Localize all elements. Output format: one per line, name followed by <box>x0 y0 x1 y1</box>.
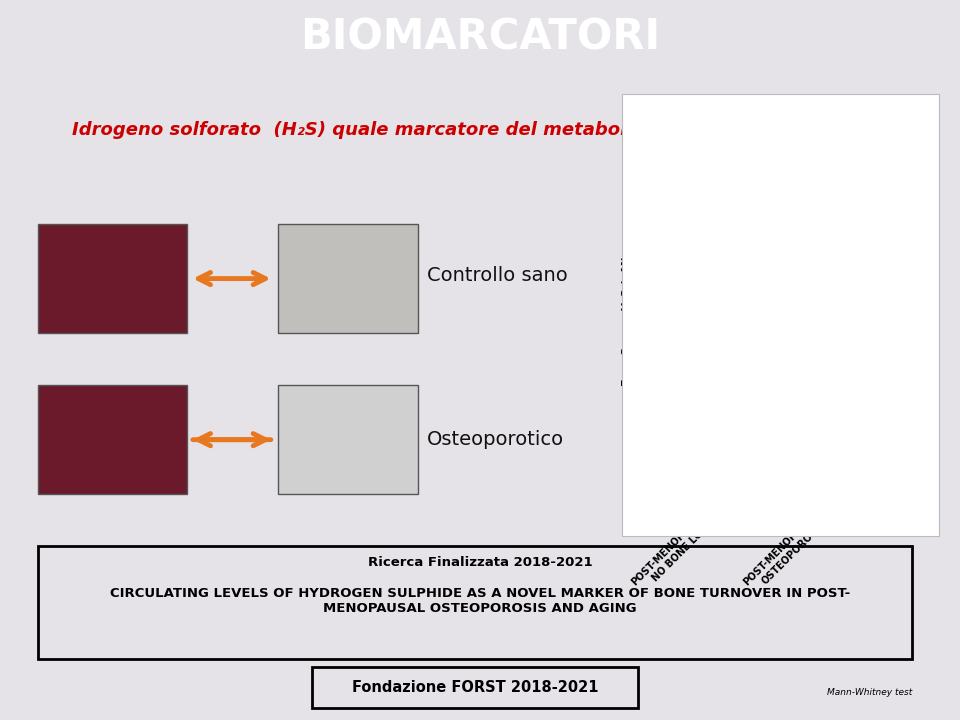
Bar <box>38 546 912 659</box>
Text: CIRCULATING LEVELS OF HYDROGEN SULPHIDE AS A NOVEL MARKER OF BONE TURNOVER IN PO: CIRCULATING LEVELS OF HYDROGEN SULPHIDE … <box>109 587 851 615</box>
Y-axis label: Free Serum H₂S (μM): Free Serum H₂S (μM) <box>622 255 632 386</box>
Bar <box>794 360 861 500</box>
Text: Mann-Whitney test: Mann-Whitney test <box>827 688 912 696</box>
Text: Ricerca Finalizzata 2018-2021: Ricerca Finalizzata 2018-2021 <box>368 556 592 569</box>
Text: BIOMARCATORI: BIOMARCATORI <box>300 17 660 59</box>
Text: Fondazione FORST 2018-2021: Fondazione FORST 2018-2021 <box>352 680 598 695</box>
Title: Free H₂S in Blood: Free H₂S in Blood <box>708 114 856 130</box>
Text: Idrogeno solforato  (H₂S) quale marcatore del metabolismo osseo: Idrogeno solforato (H₂S) quale marcatore… <box>72 122 739 140</box>
Bar <box>312 667 638 708</box>
Bar <box>38 385 187 495</box>
Bar <box>278 385 418 495</box>
Bar <box>38 224 187 333</box>
Bar <box>681 252 749 500</box>
Text: Controllo sano: Controllo sano <box>427 266 568 285</box>
Bar <box>278 224 418 333</box>
Text: Osteoporotico: Osteoporotico <box>427 430 564 449</box>
Text: ns: ns <box>764 148 779 161</box>
